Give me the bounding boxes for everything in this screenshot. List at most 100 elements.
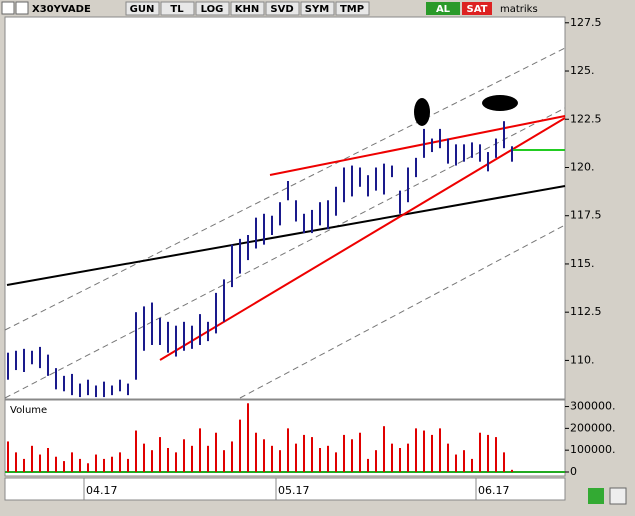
support-line [6, 185, 566, 286]
volume-bar [7, 441, 9, 472]
volume-bar [391, 443, 393, 472]
volume-bar [335, 452, 337, 472]
volume-bar [263, 439, 265, 472]
volume-bar [495, 437, 497, 472]
volume-bar [95, 454, 97, 472]
y-tick-label: 0 [570, 465, 577, 478]
volume-bar [159, 437, 161, 472]
x-tick-label: 04.17 [86, 484, 118, 497]
volume-bar [87, 463, 89, 472]
brand: matriks [500, 4, 538, 15]
volume-bar [343, 434, 345, 472]
volume-bar [471, 458, 473, 472]
volume-bar [503, 452, 505, 472]
button-label[interactable]: LOG [201, 4, 224, 15]
volume-bar [247, 403, 249, 472]
volume-bar [479, 432, 481, 472]
y-tick-label: 122.5 [570, 112, 602, 125]
trend-lines [4, 47, 566, 399]
y-tick-label: 112.5 [570, 305, 602, 318]
volume-bar [295, 443, 297, 472]
date-axis [4, 477, 566, 501]
buy-label[interactable]: AL [436, 4, 451, 15]
volume-bar [367, 458, 369, 472]
sell-button[interactable] [462, 2, 492, 15]
volume-bar [407, 443, 409, 472]
volume-bar [303, 434, 305, 472]
volume-bar [279, 450, 281, 472]
y-tick-label: 100000. [570, 443, 616, 456]
volume-bar [319, 448, 321, 472]
refresh-button[interactable] [588, 488, 604, 504]
sell-label[interactable]: SAT [467, 4, 488, 15]
volume-bar [31, 445, 33, 472]
marker [414, 98, 430, 126]
volume-bar [255, 432, 257, 472]
volume-bar [183, 439, 185, 472]
y-tick-label: 117.5 [570, 209, 602, 222]
volume-bar [351, 439, 353, 472]
zoom-button[interactable] [609, 487, 627, 505]
volume-bar [431, 434, 433, 472]
button-label[interactable]: SVD [270, 4, 293, 15]
x-tick-label: 05.17 [278, 484, 310, 497]
toolbar-button[interactable] [195, 1, 230, 16]
volume-bar [447, 443, 449, 472]
volume-bar [439, 428, 441, 472]
volume-bar [135, 430, 137, 472]
menu-icon[interactable] [1, 1, 15, 15]
pane-title: Volume [10, 405, 47, 416]
volume-bar [143, 443, 145, 472]
trend-line [159, 117, 566, 361]
volume-bar [199, 428, 201, 472]
volume-bar [103, 458, 105, 472]
toolbar-button[interactable] [160, 1, 195, 16]
volume-bar [15, 452, 17, 472]
toolbar-button[interactable] [125, 1, 160, 16]
marker [482, 95, 518, 111]
volume-bar [55, 456, 57, 472]
volume-bar [175, 452, 177, 472]
volume-bar [167, 448, 169, 472]
menu-icon[interactable] [15, 1, 29, 15]
volume-bar [271, 445, 273, 472]
y-tick-label: 200000. [570, 421, 616, 434]
volume-bar [191, 445, 193, 472]
volume-bar [463, 450, 465, 472]
volume-bar [231, 441, 233, 472]
volume-bar [119, 452, 121, 472]
channel-line [4, 47, 566, 331]
volume-bar [23, 458, 25, 472]
toolbar-button[interactable] [265, 1, 300, 16]
button-label[interactable]: TMP [340, 4, 364, 15]
buy-button[interactable] [426, 2, 460, 15]
button-label[interactable]: SYM [305, 4, 329, 15]
channel-line [239, 224, 566, 399]
volume-bar [287, 428, 289, 472]
x-tick-label: 06.17 [478, 484, 510, 497]
symbol: X30YVADE [32, 4, 91, 15]
volume-bar [111, 456, 113, 472]
price-pane [4, 16, 566, 400]
toolbar-button[interactable] [300, 1, 335, 16]
volume-bar [383, 426, 385, 472]
volume-bar [359, 432, 361, 472]
y-tick-label: 300000. [570, 400, 616, 413]
volume-bar [239, 419, 241, 472]
button-label[interactable]: KHN [235, 4, 260, 15]
button-label[interactable]: TL [170, 4, 184, 15]
button-label[interactable]: GUN [130, 4, 155, 15]
y-tick-label: 125. [570, 64, 595, 77]
volume-bar [375, 450, 377, 472]
toolbar-button[interactable] [335, 1, 370, 16]
y-tick-label: 115. [570, 257, 595, 270]
volume-bar [511, 469, 513, 472]
volume-bar [79, 458, 81, 472]
toolbar-button[interactable] [230, 1, 265, 16]
volume-bar [223, 450, 225, 472]
volume-bar [39, 454, 41, 472]
volume-bar [487, 434, 489, 472]
volume-bar [63, 461, 65, 472]
